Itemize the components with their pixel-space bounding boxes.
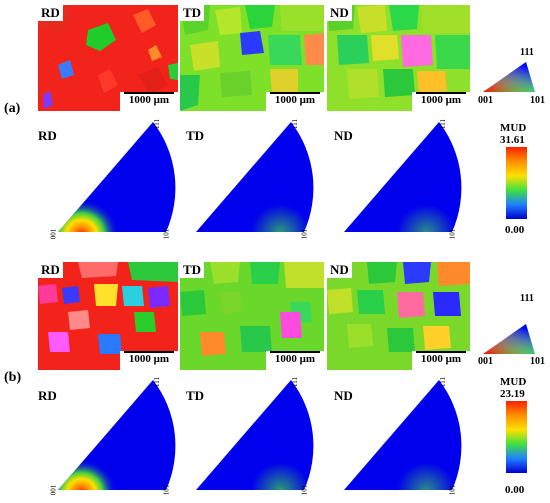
pole-figure-rd-a: RD 001 101 111 bbox=[38, 118, 178, 240]
ipf-density-plot bbox=[58, 380, 176, 490]
scale-bar: 1000 μm bbox=[412, 351, 470, 370]
ebsd-map-nd-a: ND 1000 μm bbox=[327, 5, 470, 111]
key-right-label: 101 bbox=[530, 95, 545, 106]
mud-title: MUD bbox=[500, 122, 527, 134]
key-right-label: 101 bbox=[530, 356, 545, 367]
pf-right-label: 101 bbox=[300, 484, 309, 496]
ebsd-map-rd-b: RD 1000 μm bbox=[38, 262, 178, 370]
pole-figure-td-a: TD 101 111 bbox=[186, 118, 326, 240]
map-label: ND bbox=[327, 262, 352, 278]
ipf-triangle bbox=[483, 324, 535, 354]
pf-origin-label: 001 bbox=[49, 228, 58, 240]
grain-map bbox=[38, 5, 178, 111]
pf-right-label: 101 bbox=[448, 228, 457, 240]
pf-label: RD bbox=[38, 128, 57, 143]
scale-label: 1000 μm bbox=[274, 94, 316, 106]
pole-figure-nd-b: ND 101 111 bbox=[334, 376, 474, 496]
key-top-label: 111 bbox=[520, 293, 534, 304]
scale-label: 1000 μm bbox=[128, 94, 170, 106]
scale-label: 1000 μm bbox=[420, 94, 462, 106]
scale-bar: 1000 μm bbox=[266, 351, 324, 370]
ebsd-map-td-a: TD 1000 μm bbox=[180, 5, 324, 111]
map-label: RD bbox=[38, 262, 63, 278]
map-label: TD bbox=[180, 5, 205, 21]
panel-label-a: (a) bbox=[4, 101, 21, 116]
pf-right-label: 101 bbox=[162, 484, 171, 496]
ebsd-map-nd-b: ND 1000 μm bbox=[327, 262, 470, 370]
mud-max: 31.61 bbox=[500, 134, 525, 146]
panel-label-b: (b) bbox=[4, 370, 22, 385]
pf-right-label: 101 bbox=[162, 228, 171, 240]
key-top-label: 111 bbox=[520, 47, 534, 58]
mud-min: 0.00 bbox=[505, 484, 525, 496]
pole-figure-nd-a: ND 101 111 bbox=[334, 118, 474, 240]
pf-top-label: 111 bbox=[152, 377, 161, 387]
pf-label: ND bbox=[334, 388, 353, 403]
ipf-density-plot bbox=[196, 380, 314, 490]
pf-label: ND bbox=[334, 128, 353, 143]
mud-max: 23.19 bbox=[500, 388, 525, 400]
ebsd-map-td-b: TD 1000 μm bbox=[180, 262, 324, 370]
scale-label: 1000 μm bbox=[420, 353, 462, 365]
mud-colorbar bbox=[506, 401, 527, 473]
pf-label: TD bbox=[186, 388, 205, 403]
scale-bar: 1000 μm bbox=[412, 92, 470, 111]
ipf-color-key-a: 111 001 101 bbox=[478, 0, 550, 112]
key-left-label: 001 bbox=[478, 356, 493, 367]
pf-origin-label: 001 bbox=[49, 484, 58, 496]
pole-figure-rd-b: RD 001 101 111 bbox=[38, 376, 178, 496]
scale-label: 1000 μm bbox=[274, 353, 316, 365]
map-label: TD bbox=[180, 262, 205, 278]
mud-title: MUD bbox=[500, 376, 527, 388]
ipf-density-plot bbox=[196, 122, 314, 232]
ipf-triangle bbox=[483, 62, 535, 92]
ipf-density-plot bbox=[58, 122, 176, 232]
ipf-density-plot bbox=[344, 380, 462, 490]
pole-figure-td-b: TD 101 111 bbox=[186, 376, 326, 496]
key-left-label: 001 bbox=[478, 95, 493, 106]
scale-bar: 1000 μm bbox=[120, 92, 178, 111]
pf-right-label: 101 bbox=[448, 484, 457, 496]
scale-bar: 1000 μm bbox=[120, 351, 178, 370]
pf-top-label: 111 bbox=[290, 377, 299, 387]
pf-top-label: 111 bbox=[152, 119, 161, 129]
pf-top-label: 111 bbox=[438, 119, 447, 129]
mud-colorbar bbox=[506, 147, 527, 219]
ipf-color-key-b: 111 001 101 bbox=[478, 288, 550, 372]
grain-map bbox=[180, 5, 324, 111]
pf-top-label: 111 bbox=[290, 119, 299, 129]
ipf-density-plot bbox=[344, 122, 462, 232]
ebsd-map-rd-a: RD 1000 μm bbox=[38, 5, 178, 111]
mud-min: 0.00 bbox=[505, 224, 525, 236]
pf-label: RD bbox=[38, 388, 57, 403]
map-label: ND bbox=[327, 5, 352, 21]
pf-top-label: 111 bbox=[438, 377, 447, 387]
pf-right-label: 101 bbox=[300, 228, 309, 240]
map-label: RD bbox=[38, 5, 63, 21]
scale-label: 1000 μm bbox=[128, 353, 170, 365]
scale-bar: 1000 μm bbox=[266, 92, 324, 111]
pf-label: TD bbox=[186, 128, 205, 143]
